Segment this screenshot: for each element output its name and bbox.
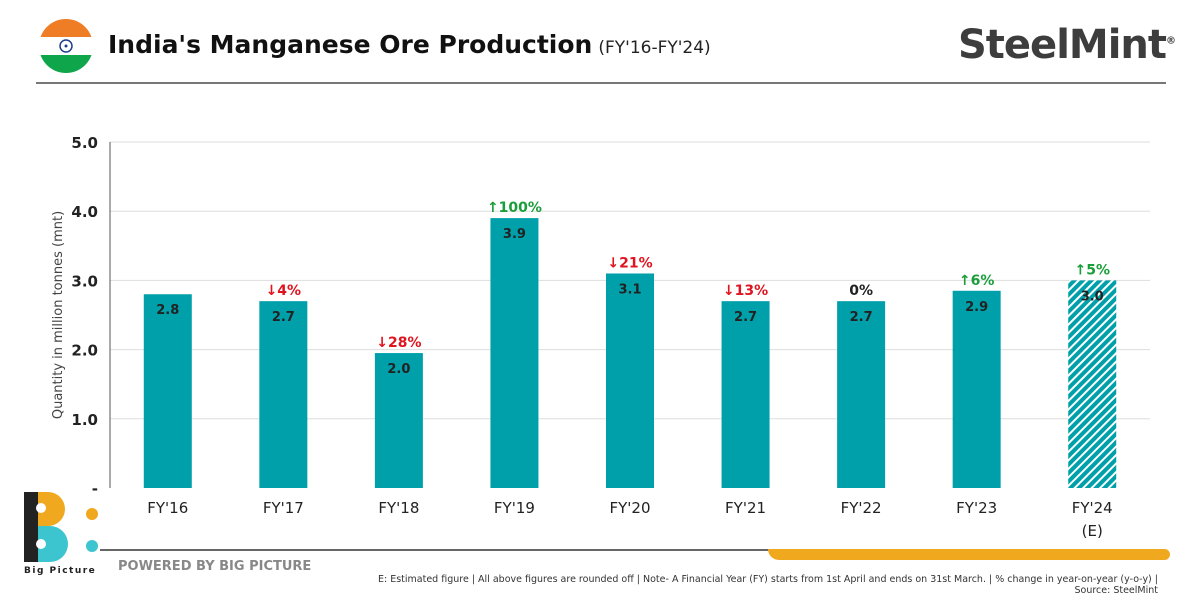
data-label: 2.8 <box>156 303 179 318</box>
x-tick-label: FY'16 <box>147 499 188 517</box>
big-picture-logo <box>24 492 98 562</box>
bar <box>490 218 539 488</box>
x-tick-label: FY'17 <box>263 499 304 517</box>
bar-chart: - 1.0 2.0 3.0 4.0 5.0 Quantity in million tonn… <box>51 134 1150 540</box>
bar <box>374 353 423 488</box>
india-flag-icon <box>39 19 93 73</box>
y-tick-label: 5.0 <box>71 134 98 152</box>
data-label: 2.7 <box>734 310 757 325</box>
bar <box>606 273 654 488</box>
bar <box>721 301 770 488</box>
y-tick-label: 1.0 <box>71 411 98 429</box>
x-tick-label: FY'18 <box>378 499 419 517</box>
x-tick-sublabel: (E) <box>1082 522 1103 540</box>
steelmint-logo: SteelMint® <box>958 22 1176 68</box>
header-divider <box>36 82 1166 84</box>
bar <box>1068 280 1117 488</box>
data-label: 2.0 <box>387 362 410 377</box>
data-label: 3.1 <box>618 282 641 297</box>
footer-divider <box>100 549 770 551</box>
x-tick-label: FY'23 <box>956 499 997 517</box>
x-tick-label: FY'19 <box>494 499 535 517</box>
x-tick-label: FY'20 <box>609 499 650 517</box>
yoy-change-label: ↓13% <box>723 283 768 299</box>
x-tick-label: FY'22 <box>841 499 882 517</box>
data-label: 2.7 <box>850 310 873 325</box>
bar <box>259 301 308 488</box>
title-text: India's Manganese Ore Production <box>108 30 593 59</box>
page-title: India's Manganese Ore Production (FY'16-F… <box>108 30 711 59</box>
x-tick-label: FY'24 <box>1072 499 1113 517</box>
accent-bar <box>768 549 1170 560</box>
yoy-change-label: ↑5% <box>1074 262 1110 278</box>
big-picture-label: Big Picture <box>24 566 97 576</box>
yoy-change-label: ↑6% <box>959 273 995 289</box>
data-label: 3.9 <box>503 227 526 242</box>
y-tick-label: 4.0 <box>71 203 98 221</box>
footnote: E: Estimated figure | All above figures … <box>378 574 1158 596</box>
data-label: 3.0 <box>1081 289 1104 304</box>
y-tick-label: 3.0 <box>71 272 98 290</box>
x-tick-label: FY'21 <box>725 499 766 517</box>
y-axis-label: Quantity in million tonnes (mnt) <box>51 211 66 419</box>
brand-text: SteelMint <box>958 22 1167 68</box>
yoy-change-label: ↓21% <box>607 255 652 271</box>
bar <box>143 294 192 488</box>
data-label: 2.9 <box>965 300 988 315</box>
yoy-change-label: ↑100% <box>487 200 542 216</box>
powered-by: POWERED BY BIG PICTURE <box>118 559 312 574</box>
data-label: 2.7 <box>272 310 295 325</box>
y-tick-label: 2.0 <box>71 342 98 360</box>
subtitle: (FY'16-FY'24) <box>598 38 711 58</box>
brand-mark: ® <box>1166 35 1176 47</box>
bar <box>837 301 886 488</box>
yoy-change-label: 0% <box>849 283 873 299</box>
yoy-change-label: ↓28% <box>376 335 421 351</box>
yoy-change-label: ↓4% <box>266 283 302 299</box>
bar <box>952 290 1001 488</box>
y-tick-label: - <box>92 480 98 498</box>
